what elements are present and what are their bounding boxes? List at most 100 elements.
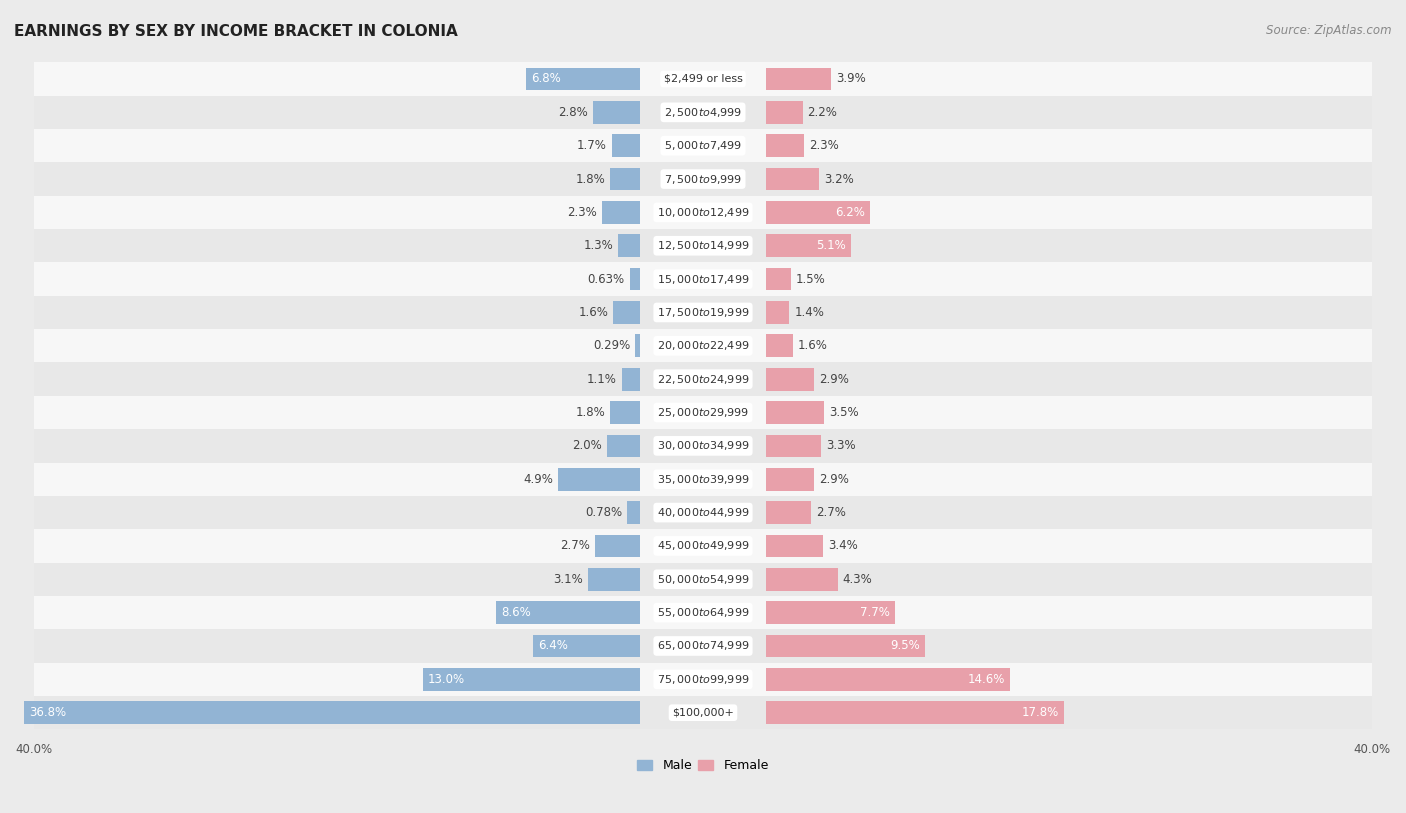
Bar: [34, 696, 1372, 729]
Text: $35,000 to $39,999: $35,000 to $39,999: [657, 472, 749, 485]
Text: $50,000 to $54,999: $50,000 to $54,999: [657, 573, 749, 586]
Text: 0.63%: 0.63%: [588, 272, 624, 285]
Bar: [34, 96, 1372, 129]
Bar: [34, 663, 1372, 696]
Bar: [766, 301, 789, 324]
Text: $75,000 to $99,999: $75,000 to $99,999: [657, 673, 749, 686]
Bar: [627, 502, 640, 524]
Bar: [34, 163, 1372, 196]
Text: 7.7%: 7.7%: [859, 606, 890, 620]
Bar: [766, 201, 869, 224]
Text: 3.3%: 3.3%: [825, 439, 856, 452]
Text: 2.9%: 2.9%: [820, 472, 849, 485]
Bar: [766, 67, 831, 90]
Bar: [766, 334, 793, 357]
Bar: [766, 234, 851, 257]
Text: $7,500 to $9,999: $7,500 to $9,999: [664, 172, 742, 185]
Bar: [766, 502, 811, 524]
Bar: [526, 67, 640, 90]
Bar: [34, 363, 1372, 396]
Bar: [24, 702, 640, 724]
Bar: [34, 463, 1372, 496]
Bar: [766, 635, 925, 658]
Text: 6.4%: 6.4%: [538, 640, 568, 653]
Bar: [34, 329, 1372, 363]
Bar: [423, 668, 640, 691]
Bar: [610, 167, 640, 190]
Text: 1.4%: 1.4%: [794, 306, 824, 319]
Text: $40,000 to $44,999: $40,000 to $44,999: [657, 506, 749, 519]
Text: 1.6%: 1.6%: [797, 339, 828, 352]
Text: 3.5%: 3.5%: [830, 406, 859, 419]
Bar: [34, 129, 1372, 163]
Bar: [496, 602, 640, 624]
Bar: [595, 535, 640, 557]
Bar: [558, 468, 640, 490]
Bar: [34, 396, 1372, 429]
Bar: [766, 468, 814, 490]
Bar: [34, 296, 1372, 329]
Text: 2.9%: 2.9%: [820, 372, 849, 385]
Bar: [34, 196, 1372, 229]
Text: $2,500 to $4,999: $2,500 to $4,999: [664, 106, 742, 119]
Text: 2.3%: 2.3%: [567, 206, 596, 219]
Text: 0.29%: 0.29%: [593, 339, 630, 352]
Bar: [613, 301, 640, 324]
Text: 2.8%: 2.8%: [558, 106, 588, 119]
Text: 9.5%: 9.5%: [890, 640, 920, 653]
Bar: [612, 134, 640, 157]
Text: 1.3%: 1.3%: [583, 239, 613, 252]
Bar: [630, 267, 640, 290]
Text: $10,000 to $12,499: $10,000 to $12,499: [657, 206, 749, 219]
Text: 2.7%: 2.7%: [560, 540, 591, 552]
Bar: [602, 201, 640, 224]
Bar: [34, 563, 1372, 596]
Bar: [34, 629, 1372, 663]
Bar: [766, 101, 803, 124]
Text: $45,000 to $49,999: $45,000 to $49,999: [657, 540, 749, 552]
Bar: [766, 668, 1010, 691]
Bar: [766, 401, 824, 424]
Bar: [34, 596, 1372, 629]
Text: 1.8%: 1.8%: [575, 406, 605, 419]
Text: 1.1%: 1.1%: [586, 372, 617, 385]
Text: $15,000 to $17,499: $15,000 to $17,499: [657, 272, 749, 285]
Bar: [621, 367, 640, 390]
Text: 2.3%: 2.3%: [810, 139, 839, 152]
Text: 0.78%: 0.78%: [585, 506, 623, 519]
Text: 1.8%: 1.8%: [575, 172, 605, 185]
Text: 3.9%: 3.9%: [837, 72, 866, 85]
Text: $12,500 to $14,999: $12,500 to $14,999: [657, 239, 749, 252]
Text: $22,500 to $24,999: $22,500 to $24,999: [657, 372, 749, 385]
Bar: [607, 434, 640, 457]
Bar: [34, 229, 1372, 263]
Bar: [766, 167, 820, 190]
Bar: [766, 568, 838, 590]
Text: 5.1%: 5.1%: [817, 239, 846, 252]
Text: $30,000 to $34,999: $30,000 to $34,999: [657, 439, 749, 452]
Text: Source: ZipAtlas.com: Source: ZipAtlas.com: [1267, 24, 1392, 37]
Bar: [766, 267, 790, 290]
Text: $20,000 to $22,499: $20,000 to $22,499: [657, 339, 749, 352]
Text: $5,000 to $7,499: $5,000 to $7,499: [664, 139, 742, 152]
Text: 4.3%: 4.3%: [842, 573, 873, 586]
Legend: Male, Female: Male, Female: [633, 754, 773, 777]
Text: 1.6%: 1.6%: [578, 306, 609, 319]
Text: $25,000 to $29,999: $25,000 to $29,999: [657, 406, 749, 419]
Text: EARNINGS BY SEX BY INCOME BRACKET IN COLONIA: EARNINGS BY SEX BY INCOME BRACKET IN COL…: [14, 24, 458, 39]
Bar: [588, 568, 640, 590]
Text: 2.0%: 2.0%: [572, 439, 602, 452]
Bar: [766, 434, 821, 457]
Bar: [533, 635, 640, 658]
Text: 1.5%: 1.5%: [796, 272, 825, 285]
Text: $2,499 or less: $2,499 or less: [664, 74, 742, 84]
Text: 3.2%: 3.2%: [824, 172, 853, 185]
Text: 14.6%: 14.6%: [967, 673, 1005, 686]
Text: 6.2%: 6.2%: [835, 206, 865, 219]
Bar: [610, 401, 640, 424]
Text: 8.6%: 8.6%: [502, 606, 531, 620]
Text: 6.8%: 6.8%: [531, 72, 561, 85]
Bar: [34, 63, 1372, 96]
Text: 3.4%: 3.4%: [828, 540, 858, 552]
Bar: [766, 134, 804, 157]
